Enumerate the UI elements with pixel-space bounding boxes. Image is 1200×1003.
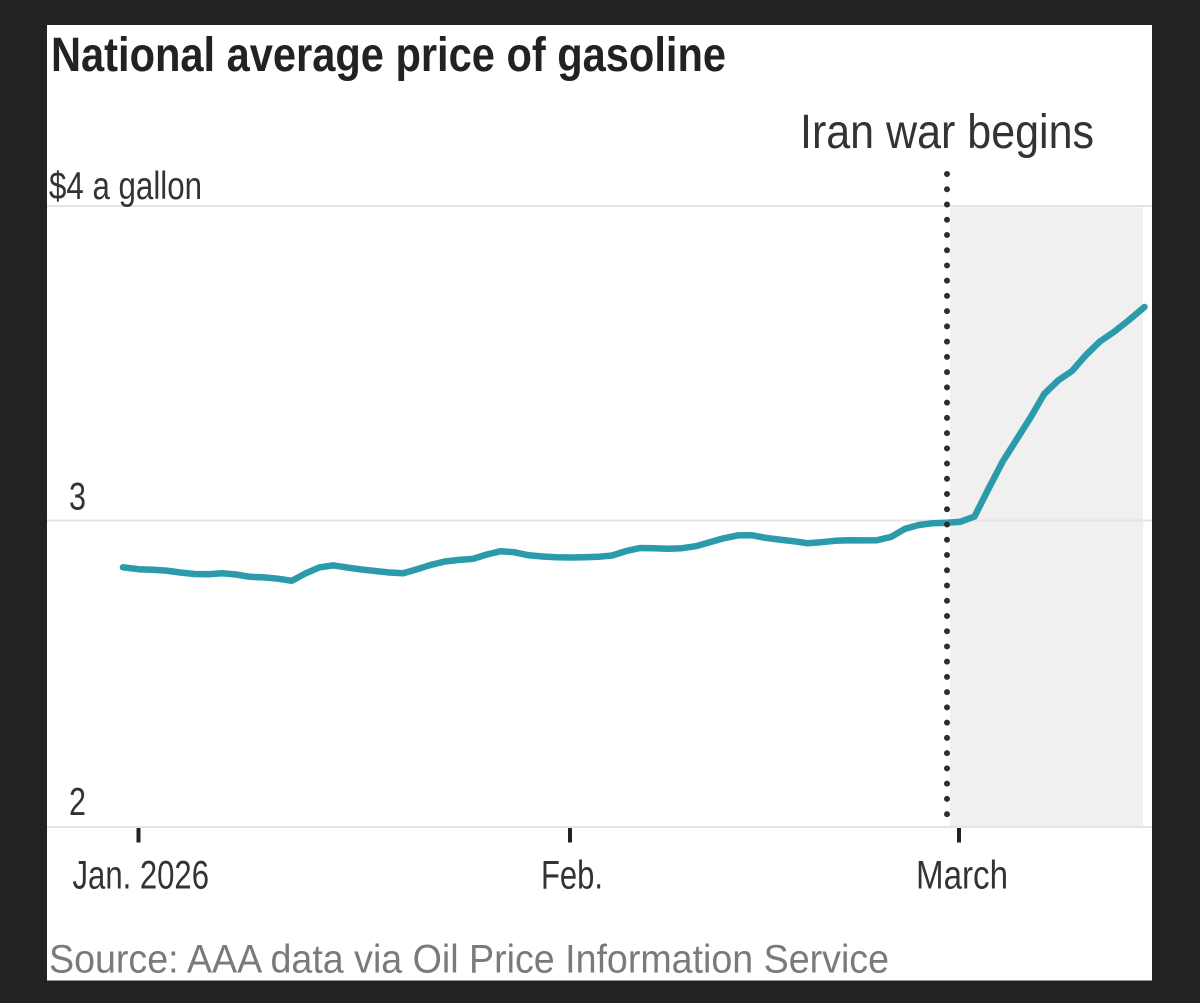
svg-text:Iran war begins: Iran war begins [800, 106, 1094, 159]
svg-text:Source: AAA data via Oil Price: Source: AAA data via Oil Price Informati… [49, 938, 889, 982]
svg-text:Jan. 2026: Jan. 2026 [73, 854, 210, 898]
svg-text:March: March [916, 854, 1008, 898]
svg-text:3: 3 [69, 476, 86, 519]
svg-text:2: 2 [69, 781, 86, 824]
svg-text:Feb.: Feb. [541, 854, 603, 898]
svg-text:$4 a gallon: $4 a gallon [49, 165, 202, 208]
svg-text:National average price of gaso: National average price of gasoline [51, 29, 726, 82]
